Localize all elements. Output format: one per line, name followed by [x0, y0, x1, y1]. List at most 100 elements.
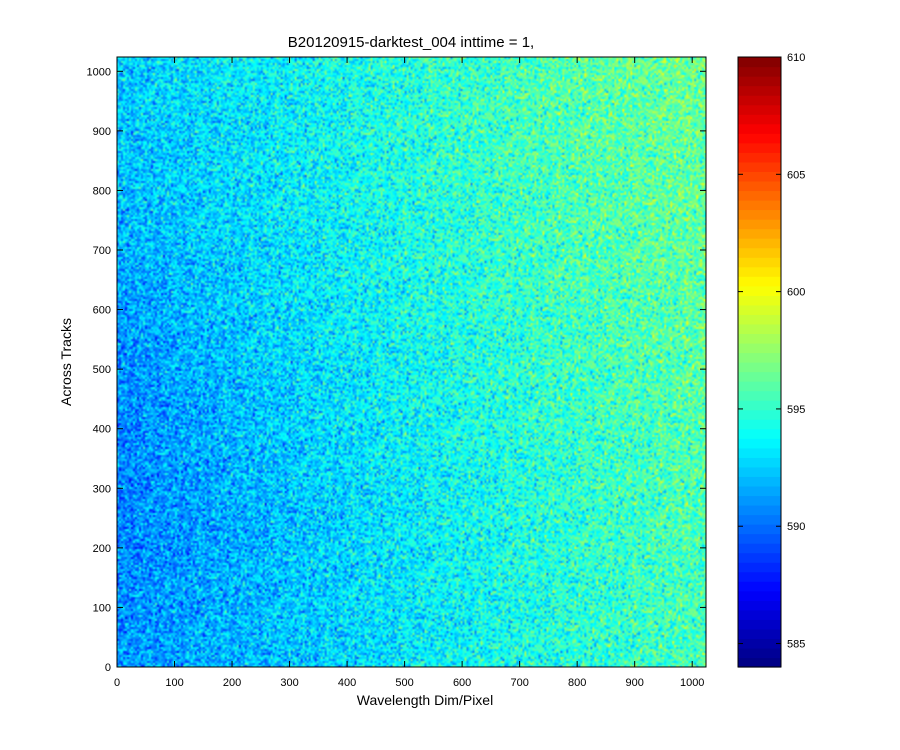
- colorbar-frame: [737, 56, 782, 668]
- y-tick-label: 1000: [87, 66, 111, 78]
- colorbar-band: [738, 219, 781, 230]
- colorbar-band: [738, 419, 781, 430]
- y-tick-label: 200: [93, 543, 111, 555]
- colorbar-band: [738, 619, 781, 630]
- colorbar-band: [738, 247, 781, 258]
- colorbar-band: [738, 552, 781, 563]
- x-axis-label: Wavelength Dim/Pixel: [357, 692, 493, 708]
- x-tick-label: 400: [338, 677, 356, 689]
- colorbar-band: [738, 304, 781, 315]
- colorbar-band: [738, 314, 781, 325]
- colorbar-band: [738, 466, 781, 477]
- x-tick-label: 200: [223, 677, 241, 689]
- colorbar-band: [738, 323, 781, 335]
- x-tick-label: 800: [568, 677, 586, 689]
- colorbar-band: [738, 142, 781, 153]
- colorbar-band: [738, 295, 781, 306]
- colorbar-band: [738, 362, 781, 373]
- colorbar-band: [738, 657, 781, 668]
- x-tick-label: 700: [510, 677, 528, 689]
- x-axis: 0 100 200 300 400 500 600 700 800 900 1000: [114, 57, 704, 689]
- colorbar-band: [738, 209, 781, 220]
- y-tick-label: 0: [105, 662, 111, 674]
- colorbar-band: [738, 543, 781, 554]
- colorbar-band: [738, 104, 781, 115]
- colorbar-band: [738, 352, 781, 363]
- y-tick-label: 800: [93, 185, 111, 197]
- colorbar-band: [738, 600, 781, 611]
- x-tick-label: 100: [165, 677, 183, 689]
- colorbar-band: [738, 638, 781, 649]
- colorbar-band: [738, 285, 781, 296]
- colorbar-band: [738, 257, 781, 268]
- colorbar-band: [738, 476, 781, 487]
- plot-frame: [116, 56, 707, 668]
- colorbar-band: [738, 562, 781, 573]
- colorbar-band: [738, 152, 781, 163]
- colorbar-band: [738, 95, 781, 106]
- colorbar-band: [738, 390, 781, 401]
- colorbar-band: [738, 400, 781, 411]
- colorbar: 585 590 595 600 605 610: [737, 52, 805, 668]
- colorbar-tick-label: 605: [787, 169, 805, 181]
- colorbar-band: [738, 438, 781, 449]
- colorbar-band: [738, 381, 781, 392]
- colorbar-band: [738, 85, 781, 96]
- colorbar-band: [738, 190, 781, 201]
- colorbar-band: [738, 266, 781, 277]
- colorbar-band: [738, 133, 781, 144]
- colorbar-band: [738, 171, 781, 182]
- x-tick-label: 0: [114, 677, 120, 689]
- colorbar-band: [738, 180, 781, 192]
- colorbar-band: [738, 123, 781, 134]
- colorbar-tick-label: 585: [787, 639, 805, 651]
- colorbar-band: [738, 66, 781, 77]
- y-axis-label: Across Tracks: [58, 318, 74, 406]
- colorbar-band: [738, 581, 781, 592]
- colorbar-band: [738, 533, 781, 544]
- y-axis: 0 100 200 300 400 500 600 700 800 900 1000: [87, 66, 706, 674]
- x-tick-label: 1000: [680, 677, 704, 689]
- colorbar-band: [738, 647, 781, 659]
- colorbar-band: [738, 57, 781, 68]
- colorbar-band: [738, 238, 781, 249]
- colorbar-band: [738, 342, 781, 354]
- colorbar-band: [738, 590, 781, 601]
- colorbar-band: [738, 504, 781, 516]
- y-tick-label: 900: [93, 126, 111, 138]
- colorbar-band: [738, 199, 781, 211]
- colorbar-band: [738, 514, 781, 525]
- colorbar-band: [738, 276, 781, 287]
- colorbar-band: [738, 76, 781, 87]
- y-tick-label: 500: [93, 364, 111, 376]
- colorbar-band: [738, 114, 781, 125]
- colorbar-band: [738, 524, 781, 535]
- heatmap-plot-area: [116, 56, 707, 668]
- colorbar-tick-label: 590: [787, 521, 805, 533]
- y-tick-label: 700: [93, 245, 111, 257]
- y-tick-label: 600: [93, 305, 111, 317]
- colorbar-tick-label: 595: [787, 404, 805, 416]
- colorbar-band: [738, 609, 781, 620]
- x-tick-label: 300: [280, 677, 298, 689]
- colorbar-band: [738, 628, 781, 640]
- colorbar-band: [738, 495, 781, 506]
- colorbar-band: [738, 161, 781, 172]
- colorbar-band: [738, 428, 781, 439]
- colorbar-band: [738, 571, 781, 582]
- y-tick-label: 100: [93, 602, 111, 614]
- colorbar-band: [738, 409, 781, 420]
- colorbar-band: [738, 457, 781, 468]
- colorbar-band: [738, 447, 781, 458]
- x-tick-label: 900: [625, 677, 643, 689]
- colorbar-band: [738, 333, 781, 344]
- chart-title: B20120915-darktest_004 inttime = 1,: [288, 34, 534, 51]
- y-tick-label: 300: [93, 483, 111, 495]
- heatmap-image: [117, 57, 706, 667]
- x-tick-label: 600: [453, 677, 471, 689]
- colorbar-band: [738, 485, 781, 497]
- colorbar-tick-label: 600: [787, 287, 805, 299]
- x-tick-label: 500: [395, 677, 413, 689]
- colorbar-band: [738, 228, 781, 239]
- y-tick-label: 400: [93, 424, 111, 436]
